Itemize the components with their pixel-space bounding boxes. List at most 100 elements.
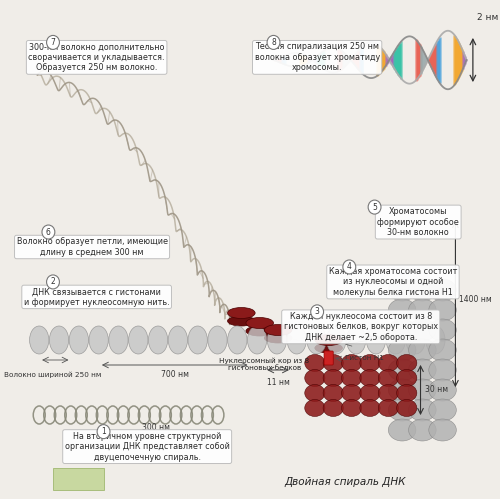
Circle shape <box>97 425 110 439</box>
Ellipse shape <box>342 385 361 402</box>
Ellipse shape <box>408 319 436 341</box>
Text: 11 нм: 11 нм <box>266 378 289 387</box>
Ellipse shape <box>346 326 366 354</box>
Ellipse shape <box>408 379 436 401</box>
Text: Каждая хроматосома состоит
из нуклеосомы и одной
молекулы белка гистона Н1: Каждая хроматосома состоит из нуклеосомы… <box>329 267 457 297</box>
FancyBboxPatch shape <box>52 468 104 491</box>
Ellipse shape <box>109 326 128 354</box>
Text: Двойная спираль ДНК: Двойная спираль ДНК <box>284 477 406 487</box>
Ellipse shape <box>228 326 247 354</box>
Text: 4: 4 <box>347 262 352 271</box>
Ellipse shape <box>188 326 208 354</box>
Text: На вторичном уровне структурной
организации ДНК представляет собой
двуцепочечную: На вторичном уровне структурной организа… <box>64 432 230 462</box>
Text: 6: 6 <box>46 228 51 237</box>
Ellipse shape <box>406 326 425 354</box>
Ellipse shape <box>396 400 417 417</box>
Ellipse shape <box>304 385 325 402</box>
Text: Волокно образует петли, имеющие
длину в среднем 300 нм: Волокно образует петли, имеющие длину в … <box>16 238 168 256</box>
Circle shape <box>46 35 60 49</box>
Ellipse shape <box>388 359 416 381</box>
Ellipse shape <box>323 385 344 402</box>
Ellipse shape <box>304 400 325 417</box>
Ellipse shape <box>248 326 267 354</box>
Ellipse shape <box>360 369 380 387</box>
Ellipse shape <box>388 319 416 341</box>
Ellipse shape <box>148 326 168 354</box>
Ellipse shape <box>429 419 456 441</box>
Text: 1400 нм: 1400 нм <box>459 295 492 304</box>
Ellipse shape <box>429 319 456 341</box>
Text: Волокно шириной 250 нм: Волокно шириной 250 нм <box>4 372 102 379</box>
Ellipse shape <box>388 379 416 401</box>
Text: ДНК связывается с гистонами
и формирует нуклеосомную нить.: ДНК связывается с гистонами и формирует … <box>24 287 170 306</box>
Text: 300 нм: 300 нм <box>142 423 170 432</box>
Ellipse shape <box>408 299 436 321</box>
Ellipse shape <box>264 333 292 343</box>
Ellipse shape <box>89 326 108 354</box>
Text: 1: 1 <box>101 427 106 436</box>
Text: 3: 3 <box>314 307 320 316</box>
Ellipse shape <box>315 343 342 353</box>
Ellipse shape <box>429 299 456 321</box>
Ellipse shape <box>429 399 456 421</box>
Ellipse shape <box>246 317 274 328</box>
Ellipse shape <box>315 334 342 345</box>
Ellipse shape <box>408 359 436 381</box>
Ellipse shape <box>50 326 68 354</box>
Ellipse shape <box>396 354 417 371</box>
Ellipse shape <box>426 326 445 354</box>
Ellipse shape <box>396 369 417 387</box>
Ellipse shape <box>408 399 436 421</box>
Ellipse shape <box>388 299 416 321</box>
Ellipse shape <box>323 369 344 387</box>
Text: 300-нм волокно дополнительно
сворачивается и укладывается.
Образуется 250 нм вол: 300-нм волокно дополнительно сворачивает… <box>28 42 165 72</box>
Text: 8: 8 <box>271 38 276 47</box>
Ellipse shape <box>408 419 436 441</box>
Circle shape <box>42 225 55 239</box>
Text: 7: 7 <box>50 38 56 47</box>
Ellipse shape <box>378 354 398 371</box>
Ellipse shape <box>360 400 380 417</box>
Text: 30 нм: 30 нм <box>425 386 448 395</box>
Ellipse shape <box>360 385 380 402</box>
Circle shape <box>343 260 355 274</box>
Ellipse shape <box>326 326 346 354</box>
Ellipse shape <box>408 279 436 301</box>
Ellipse shape <box>307 326 326 354</box>
Ellipse shape <box>388 399 416 421</box>
FancyBboxPatch shape <box>25 0 485 499</box>
Ellipse shape <box>388 279 416 301</box>
Ellipse shape <box>168 326 188 354</box>
Ellipse shape <box>228 316 255 326</box>
Circle shape <box>46 275 60 289</box>
Ellipse shape <box>323 400 344 417</box>
Circle shape <box>267 35 280 49</box>
Ellipse shape <box>429 359 456 381</box>
Ellipse shape <box>342 369 361 387</box>
Ellipse shape <box>287 326 306 354</box>
Text: Хроматосомы
формируют особое
30-нм волокно: Хроматосомы формируют особое 30-нм волок… <box>378 207 459 237</box>
Text: Нуклеосомный кор из 8
гистоновых белков: Нуклеосомный кор из 8 гистоновых белков <box>220 358 310 371</box>
Ellipse shape <box>208 326 227 354</box>
Ellipse shape <box>264 324 292 335</box>
Ellipse shape <box>228 307 255 318</box>
Ellipse shape <box>378 385 398 402</box>
Text: 5: 5 <box>372 203 377 212</box>
Ellipse shape <box>246 326 274 336</box>
Ellipse shape <box>268 326 286 354</box>
Ellipse shape <box>360 354 380 371</box>
Text: Тесная спирализация 250 нм
волокна образует хроматиду
хромосомы.: Тесная спирализация 250 нм волокна образ… <box>254 42 380 72</box>
Ellipse shape <box>429 339 456 361</box>
Ellipse shape <box>366 326 386 354</box>
Ellipse shape <box>429 279 456 301</box>
Circle shape <box>368 200 381 214</box>
Text: Хроматосома: Хроматосома <box>366 335 416 341</box>
Ellipse shape <box>429 379 456 401</box>
Ellipse shape <box>30 326 49 354</box>
Text: Гистон Н1: Гистон Н1 <box>345 355 384 361</box>
Ellipse shape <box>408 339 436 361</box>
Ellipse shape <box>323 354 344 371</box>
Text: 2 нм: 2 нм <box>478 12 499 21</box>
Circle shape <box>310 305 324 319</box>
Ellipse shape <box>388 339 416 361</box>
